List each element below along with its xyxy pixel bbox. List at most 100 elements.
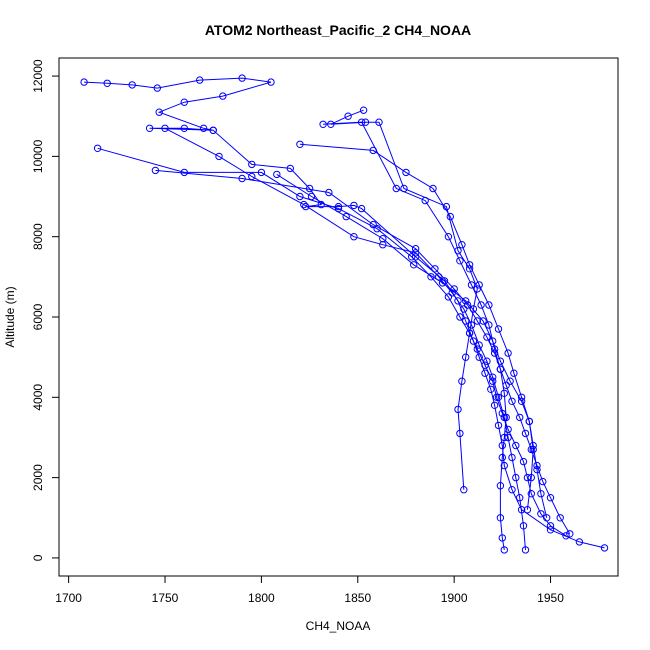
x-tick-label: 1850 (344, 591, 371, 605)
data-point (431, 265, 439, 273)
data-point (350, 233, 358, 241)
data-point (489, 337, 497, 345)
y-tick-label: 6000 (31, 303, 45, 330)
data-point (516, 413, 524, 422)
data-point (375, 118, 383, 126)
data-point (600, 544, 609, 552)
data-point (529, 445, 537, 454)
data-point (500, 461, 508, 470)
data-point (527, 490, 535, 498)
series-line-1 (84, 77, 605, 549)
data-point (180, 98, 189, 106)
data-point (490, 401, 499, 409)
data-point (481, 369, 489, 377)
data-point (527, 445, 535, 454)
data-point (307, 192, 316, 201)
data-point (408, 253, 416, 261)
data-point (215, 152, 223, 161)
data-point (325, 188, 333, 197)
data-point (463, 301, 472, 309)
data-point (454, 247, 462, 255)
data-point (456, 313, 464, 321)
data-point (400, 184, 408, 193)
data-point (103, 79, 111, 88)
data-point (504, 349, 512, 357)
data-point (479, 317, 487, 325)
data-point (410, 261, 418, 269)
data-point (500, 546, 508, 554)
data-point (93, 144, 102, 153)
data-point (525, 417, 533, 426)
data-point (454, 405, 462, 414)
data-point (458, 241, 466, 249)
data-point (475, 341, 483, 349)
data-point (248, 160, 256, 169)
data-point (267, 78, 275, 86)
y-axis-label: Altitude (m) (3, 286, 17, 347)
data-point (510, 369, 518, 377)
data-point (521, 429, 530, 438)
data-point (361, 118, 370, 126)
data-point (483, 357, 491, 365)
series-line-8 (330, 109, 478, 490)
data-point (566, 530, 574, 538)
data-point (523, 473, 532, 482)
data-point (469, 337, 478, 345)
data-point (128, 81, 136, 89)
data-point (537, 490, 545, 498)
data-point (334, 202, 343, 211)
series-line-7 (276, 173, 534, 510)
data-point (438, 279, 447, 287)
data-point (155, 108, 163, 116)
x-tick-label: 1950 (537, 591, 564, 605)
data-point (523, 506, 532, 514)
data-point (485, 321, 493, 329)
data-point (257, 168, 266, 177)
data-point (519, 457, 528, 466)
data-point (465, 265, 474, 273)
y-tick-label: 0 (31, 554, 45, 561)
data-point (350, 201, 358, 210)
data-point (296, 192, 304, 201)
plot-frame (58, 57, 619, 577)
data-point (575, 538, 584, 546)
data-point (473, 345, 481, 353)
data-point (442, 202, 451, 211)
x-tick-label: 1800 (248, 591, 275, 605)
data-point (456, 429, 464, 438)
data-point (500, 413, 508, 422)
data-point (248, 172, 256, 181)
data-point (473, 285, 481, 293)
data-point (506, 377, 514, 385)
data-point (402, 168, 410, 177)
x-tick-label: 1750 (152, 591, 179, 605)
data-point (238, 174, 246, 183)
data-point (199, 124, 208, 133)
data-point (494, 421, 503, 430)
data-point (342, 212, 350, 221)
data-point (500, 433, 508, 442)
data-point (357, 204, 366, 213)
data-point (546, 526, 555, 534)
y-tick-label: 10000 (31, 139, 45, 173)
data-point (517, 397, 526, 405)
data-point (300, 200, 308, 209)
data-point (458, 377, 466, 385)
data-point (508, 453, 516, 462)
data-point (462, 353, 470, 361)
data-point (344, 112, 352, 120)
data-point (527, 473, 535, 482)
data-point (498, 453, 506, 462)
x-tick-label: 1900 (441, 591, 468, 605)
data-point (219, 92, 227, 100)
data-point (539, 477, 547, 486)
data-point (429, 184, 437, 193)
data-point (492, 393, 501, 401)
data-point (180, 124, 189, 133)
series-line-6 (299, 143, 548, 518)
data-point (546, 494, 555, 502)
data-point (151, 166, 160, 175)
data-point (508, 486, 516, 494)
data-point (296, 140, 304, 149)
data-point (477, 301, 485, 309)
